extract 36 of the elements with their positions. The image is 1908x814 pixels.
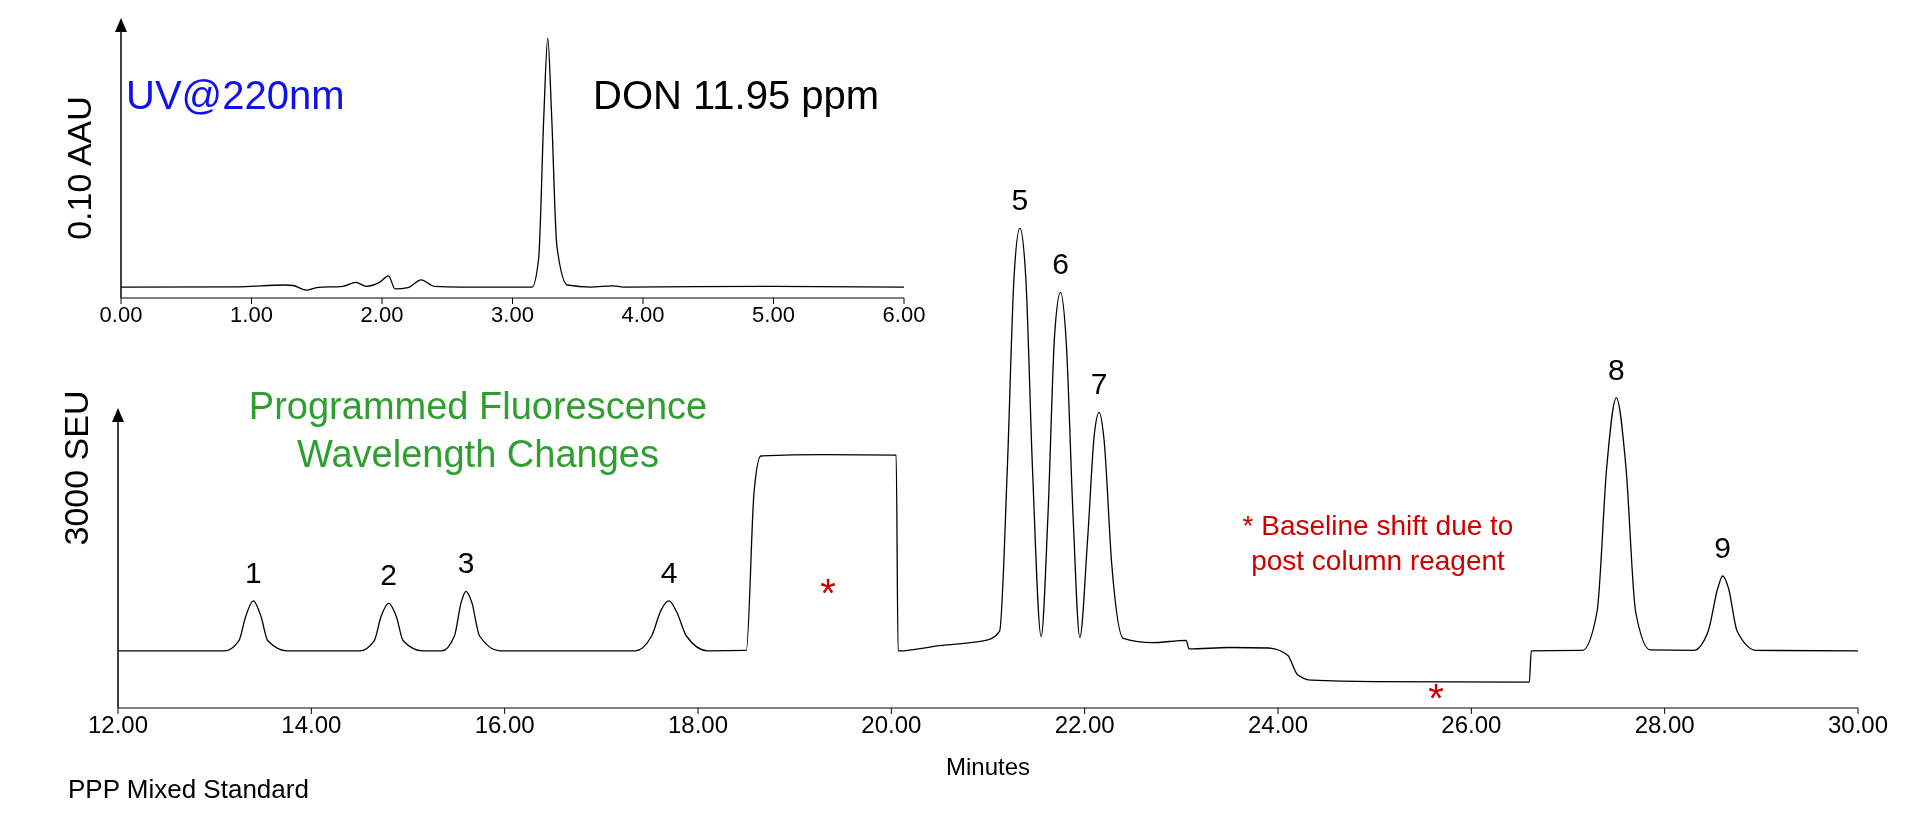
x-tick-label: 3.00: [491, 301, 534, 327]
x-tick-label: 14.00: [281, 711, 342, 739]
x-tick-label: 26.00: [1441, 711, 1502, 739]
x-tick-label: 12.00: [87, 711, 149, 739]
x-axis-title: Minutes: [945, 753, 1031, 780]
annotation: 1: [244, 554, 263, 591]
annotation: 7: [1089, 366, 1109, 403]
x-tick-label: 4.00: [621, 301, 665, 327]
x-tick-label: 22.00: [1054, 711, 1115, 739]
x-tick-label: 2.00: [360, 301, 404, 327]
annotation: 4: [659, 554, 679, 591]
x-tick-label: 30.00: [1827, 711, 1889, 739]
annotation: * Baseline shift due to post column reagent: [1241, 509, 1515, 578]
y-axis-title: 0.10 AAU: [59, 95, 99, 242]
annotation: *: [1427, 675, 1444, 720]
annotation: 9: [1713, 530, 1732, 566]
text: PPP Mixed Standard: [68, 773, 310, 806]
x-tick-label: 1.00: [230, 301, 273, 327]
x-tick-label: 18.00: [667, 711, 729, 739]
annotation: Programmed Fluorescence Wavelength Changes: [247, 384, 709, 477]
x-tick-label: 24.00: [1247, 711, 1309, 739]
annotation: UV@220nm: [126, 72, 346, 119]
annotation: 6: [1051, 246, 1070, 283]
x-tick-label: 20.00: [861, 711, 922, 739]
x-tick-label: 5.00: [752, 301, 795, 327]
annotation: DON 11.95 ppm: [593, 72, 881, 119]
x-tick-label: 16.00: [474, 711, 535, 739]
annotation: 8: [1607, 351, 1626, 388]
annotation: 5: [1010, 182, 1030, 218]
annotation: 2: [379, 557, 398, 594]
annotation: *: [819, 570, 837, 617]
y-axis-title: 3000 SEU: [57, 390, 95, 546]
annotation: 3: [456, 545, 476, 582]
x-tick-label: 28.00: [1634, 711, 1695, 739]
x-tick-label: 0.00: [99, 301, 143, 327]
x-tick-label: 6.00: [882, 301, 926, 327]
